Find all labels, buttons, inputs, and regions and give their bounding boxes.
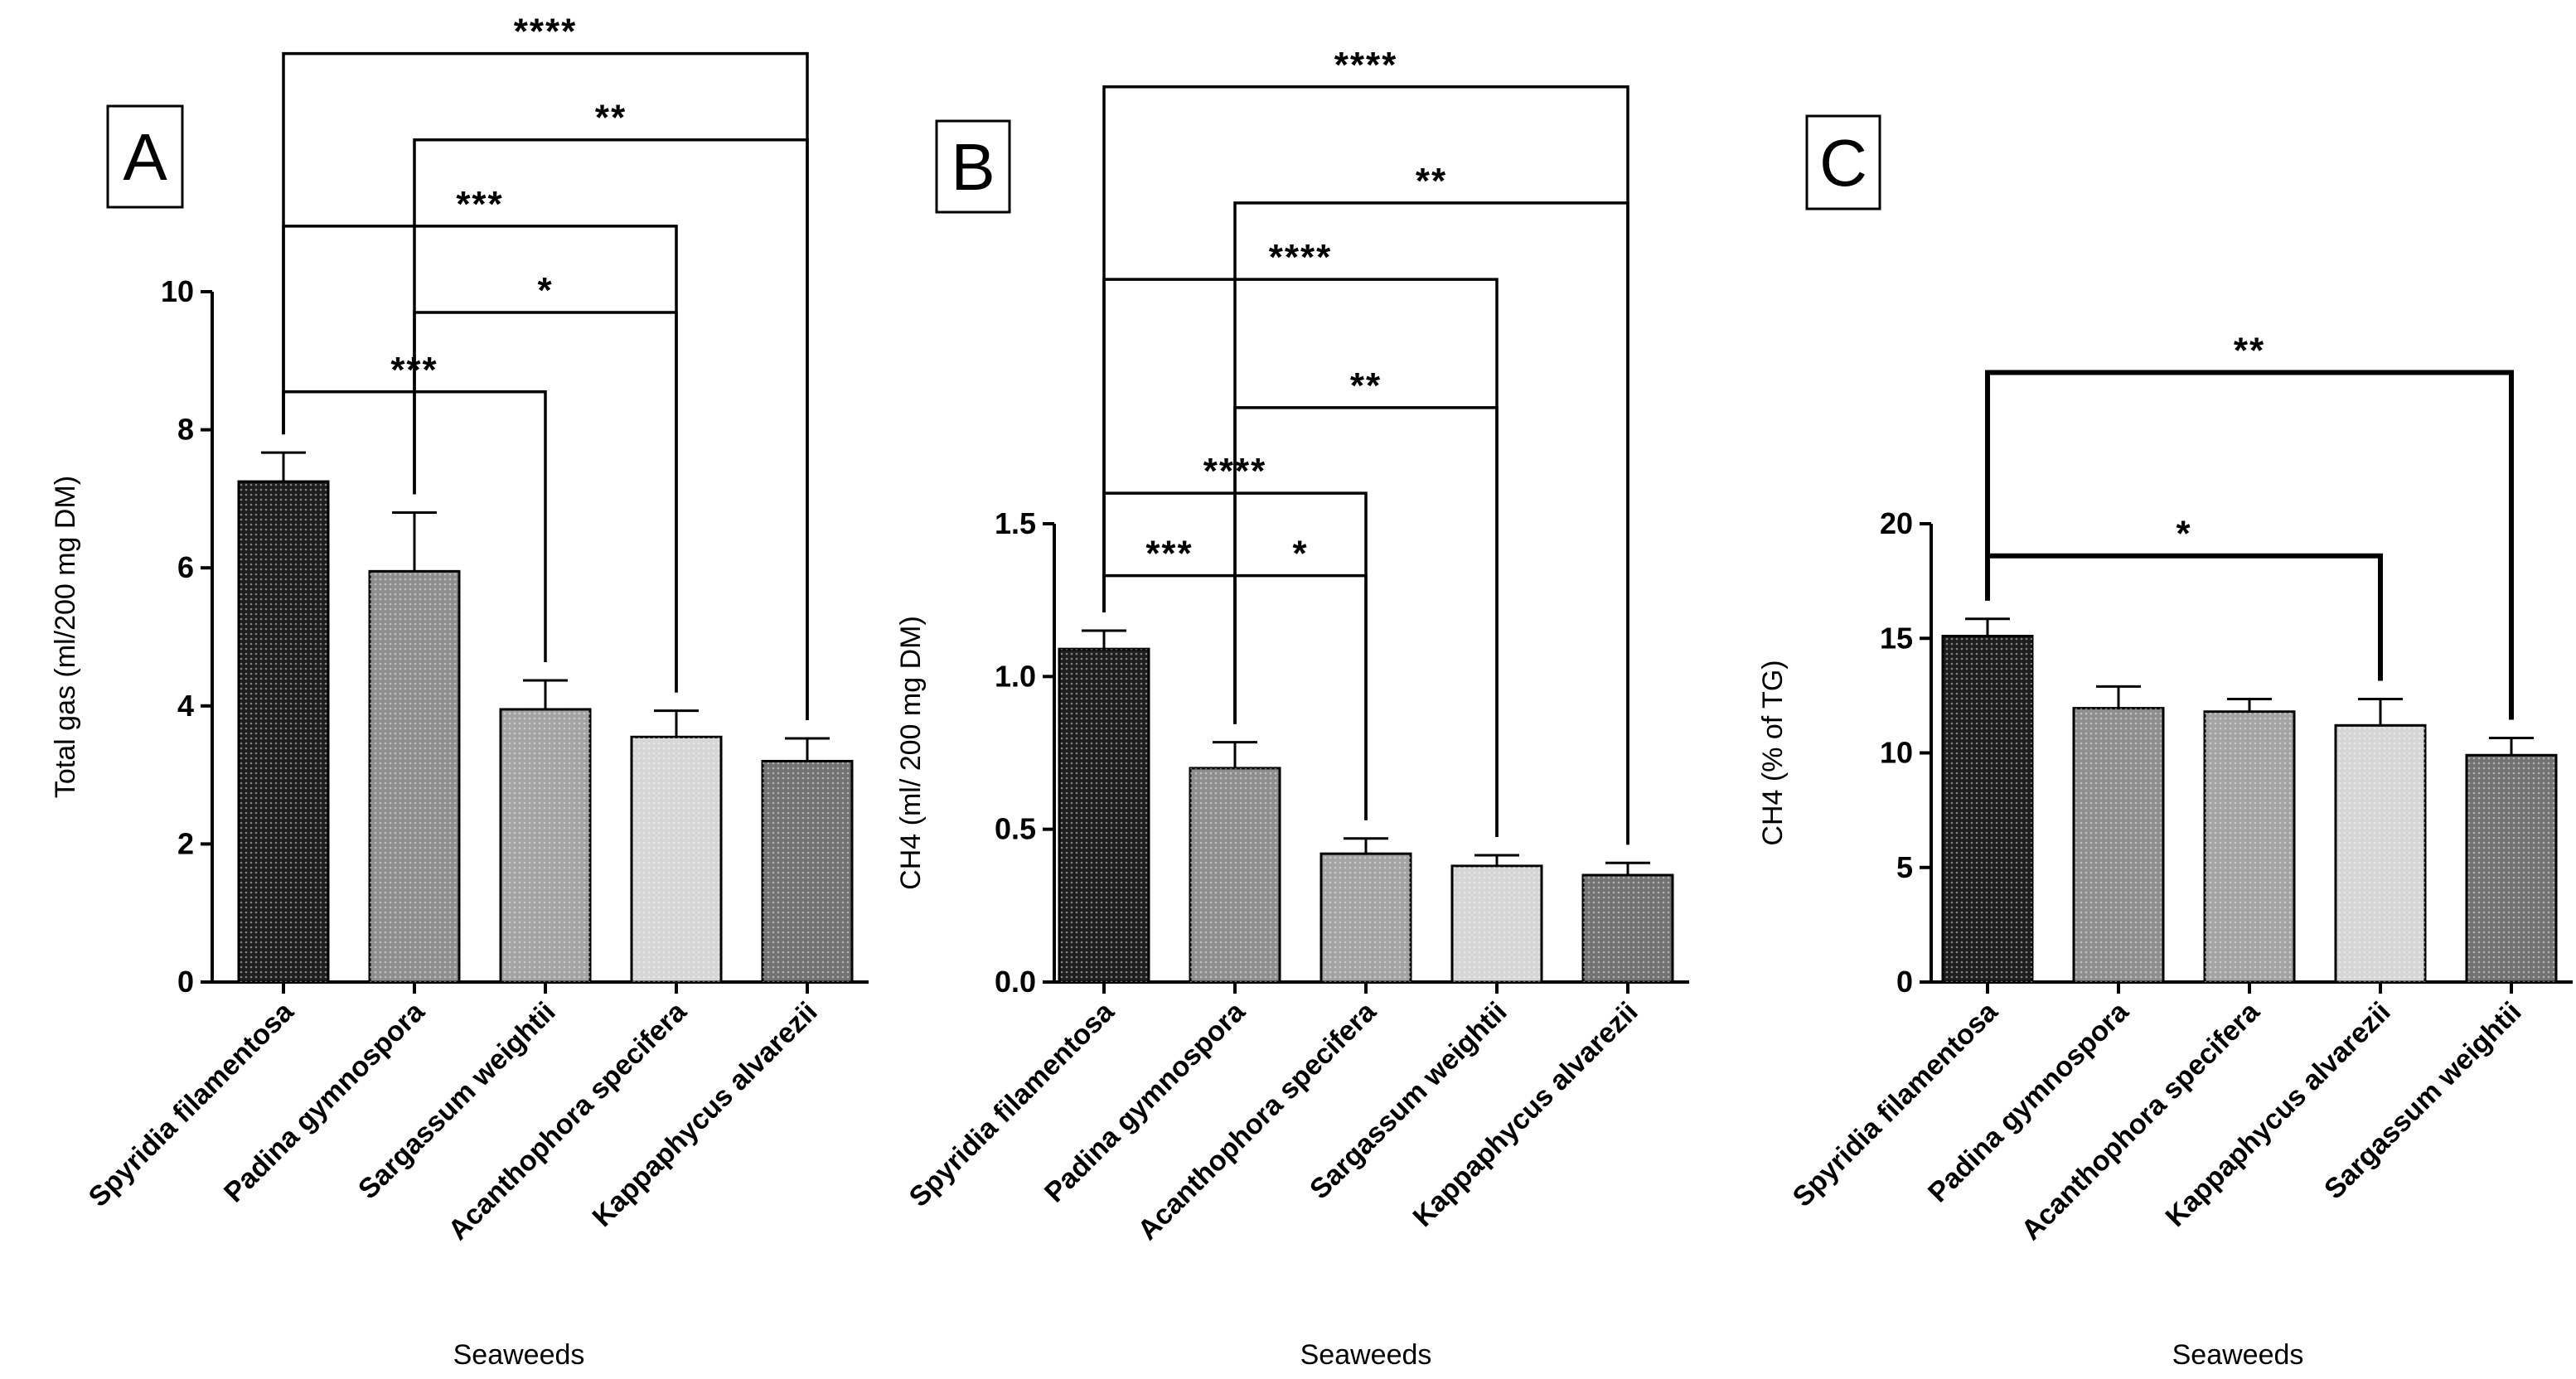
significance-label: *** xyxy=(456,184,503,225)
significance-bracket xyxy=(1985,370,2514,720)
category-label: Acanthophora specifera xyxy=(443,995,694,1246)
bar-texture xyxy=(2074,708,2163,982)
y-tick-label: 20 xyxy=(1880,506,1913,540)
y-axis-label: CH4 (% of TG) xyxy=(1757,660,1789,845)
significance-bracket xyxy=(1233,201,1629,845)
panel-label: B xyxy=(951,130,995,204)
x-axis-label: Seaweeds xyxy=(2172,1339,2304,1371)
significance-label: * xyxy=(537,270,553,311)
significance-bracket xyxy=(1985,553,2383,681)
y-tick-label: 0.0 xyxy=(995,965,1036,999)
category-label: Kappaphycus alvarezii xyxy=(2160,996,2397,1233)
y-tick-label: 4 xyxy=(177,689,194,723)
bar-texture xyxy=(2336,725,2425,982)
x-axis-label: Seaweeds xyxy=(453,1339,585,1371)
panel-label-box xyxy=(935,119,1011,214)
bar-texture xyxy=(763,761,852,982)
category-label: Kappaphycus alvarezii xyxy=(1407,996,1644,1233)
y-tick-label: 2 xyxy=(177,826,194,860)
y-tick-label: 10 xyxy=(1880,736,1913,770)
significance-label: *** xyxy=(1145,534,1193,574)
panel-label: C xyxy=(1819,126,1867,200)
y-tick-label: 10 xyxy=(161,274,194,308)
bar-texture xyxy=(1452,865,1542,982)
bar-texture xyxy=(1059,649,1149,982)
significance-label: **** xyxy=(1334,45,1398,85)
significance-label: ** xyxy=(1416,161,1447,201)
y-tick-label: 0.5 xyxy=(995,812,1036,846)
significance-label: **** xyxy=(514,12,578,52)
significance-bracket xyxy=(282,51,809,720)
significance-label: * xyxy=(2176,514,2191,554)
significance-bracket xyxy=(282,225,678,693)
category-label: Kappaphycus alvarezii xyxy=(587,996,824,1233)
significance-label: ** xyxy=(1350,365,1382,406)
category-label: Acanthophora specifera xyxy=(1132,995,1383,1246)
y-tick-label: 5 xyxy=(1896,850,1913,884)
y-axis-label: CH4 (ml/ 200 mg DM) xyxy=(895,616,927,890)
panel-label: A xyxy=(123,120,167,194)
significance-bracket xyxy=(1102,85,1629,845)
y-tick-label: 6 xyxy=(177,550,194,584)
panel-label-box xyxy=(106,104,184,209)
panel-label-box xyxy=(1805,114,1881,210)
bar-texture xyxy=(1583,874,1673,982)
bar-texture xyxy=(2467,755,2556,982)
category-label: Acanthophora specifera xyxy=(2016,995,2267,1246)
x-axis-label: Seaweeds xyxy=(1300,1339,1432,1371)
y-tick-label: 1.0 xyxy=(995,659,1036,693)
bar-texture xyxy=(1321,854,1411,982)
y-tick-label: 8 xyxy=(177,413,194,447)
bar-texture xyxy=(2205,711,2294,982)
bar-texture xyxy=(501,709,590,982)
bar-texture xyxy=(1190,767,1280,982)
significance-label: **** xyxy=(1269,237,1333,278)
y-tick-label: 15 xyxy=(1880,621,1913,655)
y-tick-label: 0 xyxy=(1896,965,1913,999)
y-tick-label: 0 xyxy=(177,965,194,999)
bar-texture xyxy=(370,571,459,982)
bar-texture xyxy=(632,737,721,982)
significance-label: ** xyxy=(595,98,627,138)
bar-texture xyxy=(1943,636,2032,982)
significance-label: ** xyxy=(2234,331,2265,371)
bar-texture xyxy=(239,481,328,982)
y-axis-label: Total gas (ml/200 mg DM) xyxy=(50,476,81,798)
y-tick-label: 1.5 xyxy=(995,506,1036,540)
significance-label: * xyxy=(1292,534,1308,574)
